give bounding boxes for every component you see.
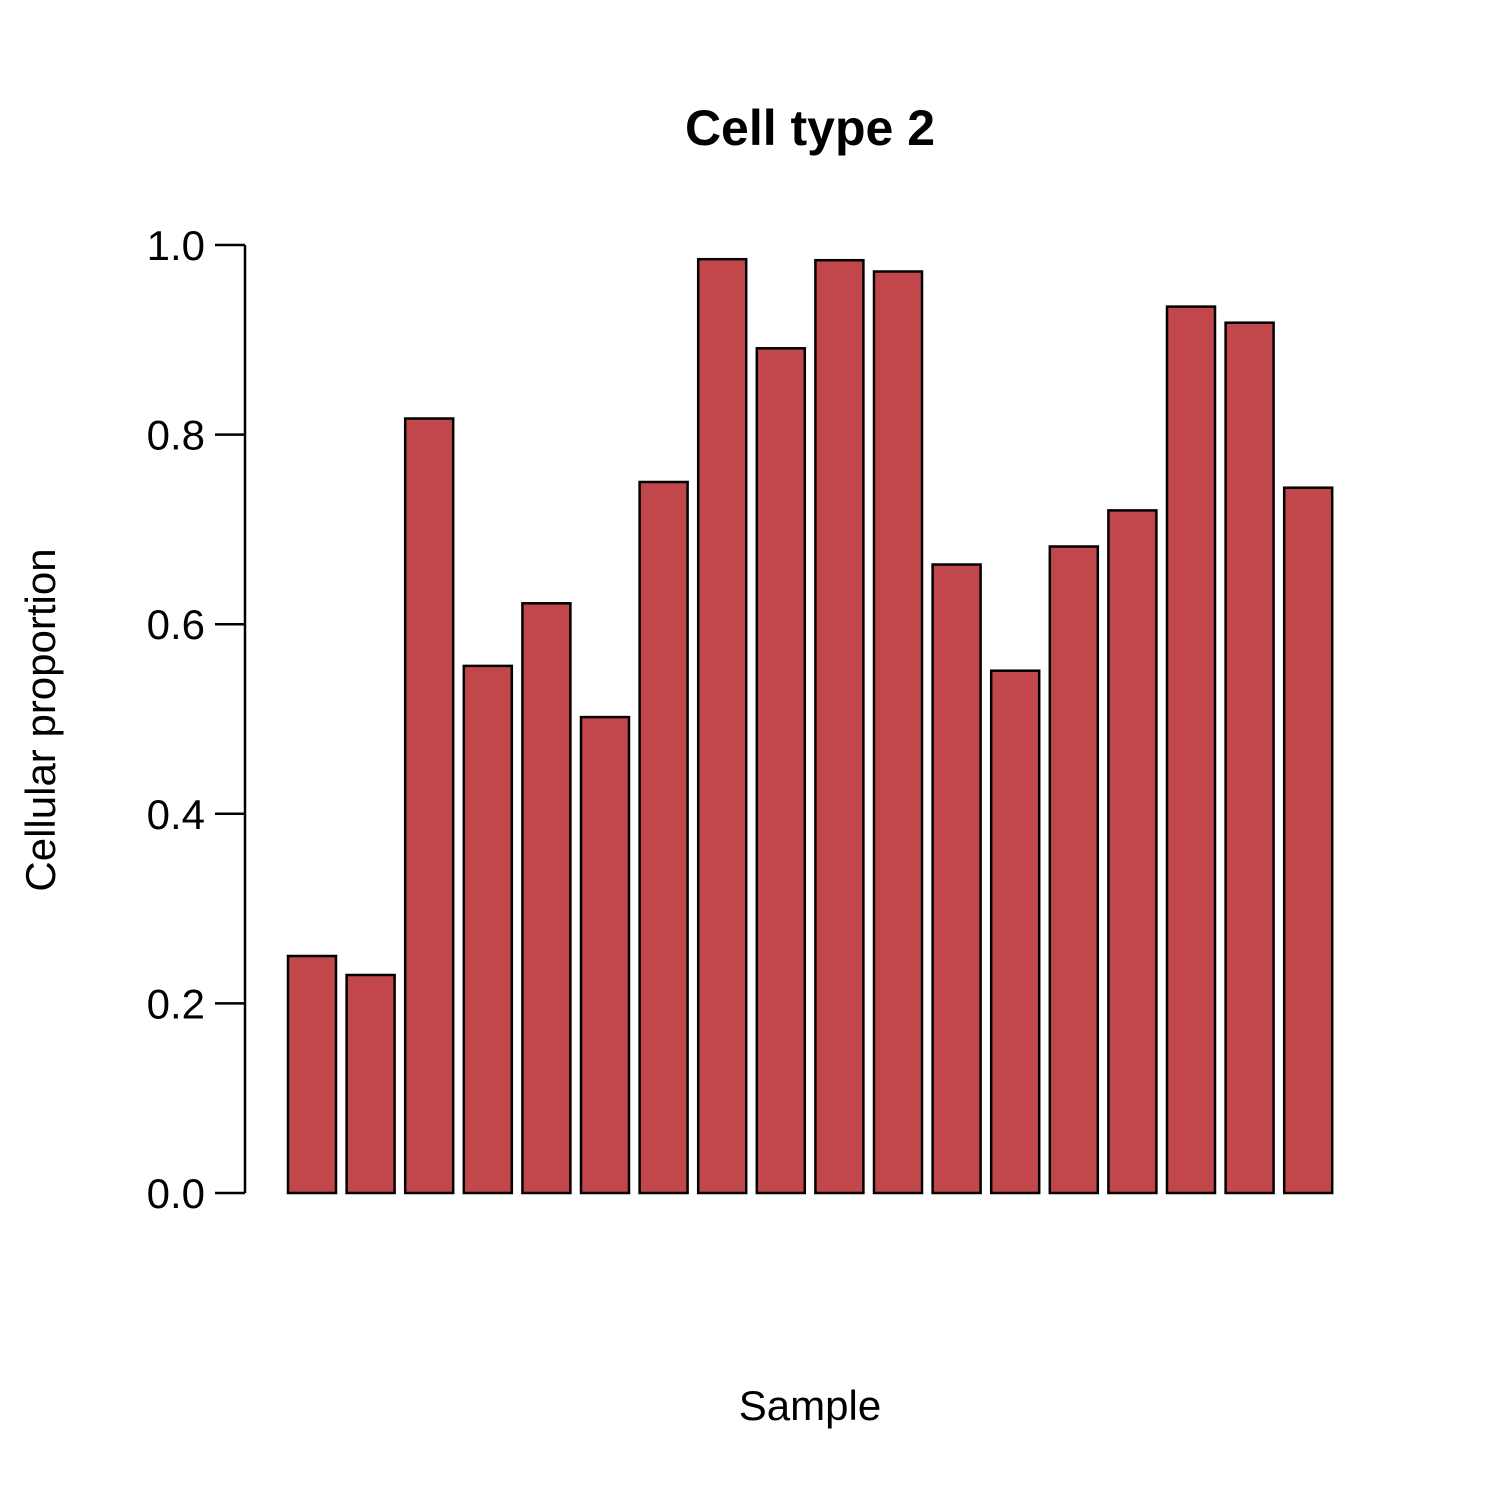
bar bbox=[462, 664, 514, 1195]
y-tick-label: 1.0 bbox=[147, 222, 205, 269]
bar bbox=[579, 715, 631, 1195]
bar bbox=[755, 347, 807, 1195]
y-axis-label: Cellular proportion bbox=[17, 548, 64, 891]
y-tick-label: 0.4 bbox=[147, 791, 205, 838]
bar bbox=[638, 480, 689, 1195]
bar bbox=[1224, 321, 1275, 1195]
bar bbox=[1048, 545, 1100, 1195]
bar bbox=[1107, 509, 1158, 1195]
bar bbox=[345, 973, 396, 1195]
bar bbox=[286, 954, 338, 1195]
bar bbox=[696, 257, 748, 1195]
chart-title: Cell type 2 bbox=[685, 100, 935, 156]
bar bbox=[1282, 486, 1334, 1195]
bar bbox=[931, 563, 982, 1195]
bar bbox=[814, 258, 865, 1195]
y-tick-label: 0.0 bbox=[147, 1170, 205, 1217]
bar bbox=[403, 417, 455, 1195]
bar bbox=[521, 602, 572, 1195]
bar bbox=[989, 669, 1041, 1195]
y-tick-label: 0.6 bbox=[147, 601, 205, 648]
y-axis: 0.0 0.2 0.4 0.6 0.8 1.0 bbox=[147, 222, 247, 1217]
y-tick-label: 0.8 bbox=[147, 412, 205, 459]
x-axis-label: Sample bbox=[739, 1382, 881, 1429]
bar bbox=[872, 270, 924, 1195]
bar bbox=[1165, 305, 1217, 1195]
y-tick-label: 0.2 bbox=[147, 980, 205, 1027]
bars bbox=[286, 257, 1334, 1195]
